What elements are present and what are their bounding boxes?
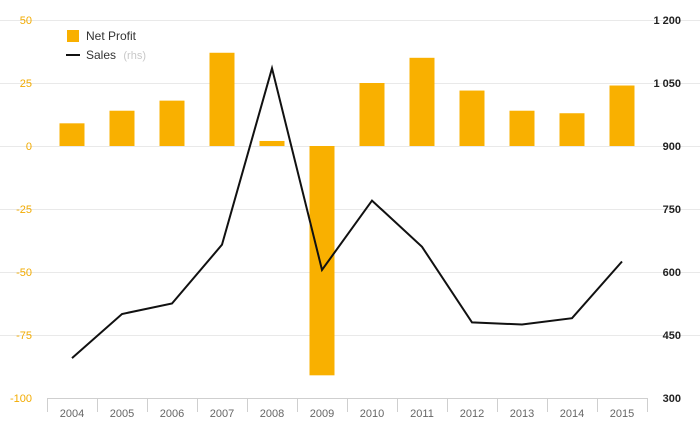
left-tick-label-1: 25 — [20, 78, 32, 90]
net-profit-bars — [59, 52, 635, 376]
bar-net-profit-2009 — [309, 146, 335, 376]
grid-lines — [0, 20, 700, 336]
bar-net-profit-2015 — [609, 85, 635, 146]
bar-net-profit-2012 — [459, 90, 485, 146]
x-tick-label-2006: 2006 — [160, 408, 184, 420]
bar-net-profit-2004 — [59, 123, 85, 146]
sales-line-series — [71, 64, 623, 359]
left-tick-label-5: -75 — [16, 330, 32, 342]
x-tick-label-2011: 2011 — [410, 408, 434, 420]
bar-net-profit-2008 — [259, 140, 285, 146]
sales-line — [71, 64, 623, 359]
right-tick-label-0: 1 200 — [653, 15, 681, 27]
x-axis — [47, 398, 648, 412]
right-tick-label-1: 1 050 — [653, 78, 681, 90]
x-tick-label-2015: 2015 — [610, 408, 634, 420]
right-tick-label-2: 900 — [663, 141, 681, 153]
right-tick-label-5: 450 — [663, 330, 681, 342]
x-tick-label-2013: 2013 — [510, 408, 534, 420]
bar-net-profit-2011 — [409, 57, 435, 146]
x-tick-label-2008: 2008 — [260, 408, 284, 420]
bar-net-profit-2010 — [359, 83, 385, 146]
bar-net-profit-2013 — [509, 110, 535, 146]
x-tick-label-2009: 2009 — [310, 408, 334, 420]
right-axis-tick-labels: 1 200 1 050 900 750 600 450 300 — [653, 15, 681, 405]
legend-sales-label: Sales (rhs) — [86, 48, 146, 62]
left-tick-label-4: -50 — [16, 267, 32, 279]
legend-sales-name: Sales — [86, 48, 116, 62]
legend-sales-rhs-note: (rhs) — [123, 50, 146, 62]
legend-net-profit-label: Net Profit — [86, 29, 137, 43]
x-tick-label-2005: 2005 — [110, 408, 134, 420]
x-tick-label-2004: 2004 — [60, 408, 84, 420]
left-axis-tick-labels: 50 25 0 -25 -50 -75 -100 — [10, 15, 32, 405]
x-tick-label-2014: 2014 — [560, 408, 584, 420]
right-tick-label-3: 750 — [663, 204, 681, 216]
bar-net-profit-2007 — [209, 52, 235, 147]
x-tick-label-2012: 2012 — [460, 408, 484, 420]
right-tick-label-6: 300 — [663, 393, 681, 405]
legend-net-profit-swatch — [67, 30, 79, 42]
bar-net-profit-2006 — [159, 100, 185, 146]
left-tick-label-3: -25 — [16, 204, 32, 216]
bar-net-profit-2005 — [109, 110, 135, 146]
x-axis-tick-labels: 2004 2005 2006 2007 2008 2009 2010 2011 2012 2013… — [60, 408, 634, 420]
left-tick-label-0: 50 — [20, 15, 32, 27]
left-tick-label-2: 0 — [26, 141, 32, 153]
x-tick-label-2007: 2007 — [210, 408, 234, 420]
legend: Net Profit Sales (rhs) — [66, 29, 146, 62]
bar-net-profit-2014 — [559, 113, 585, 146]
right-tick-label-4: 600 — [663, 267, 681, 279]
x-tick-label-2010: 2010 — [360, 408, 384, 420]
left-tick-label-6: -100 — [10, 393, 32, 405]
